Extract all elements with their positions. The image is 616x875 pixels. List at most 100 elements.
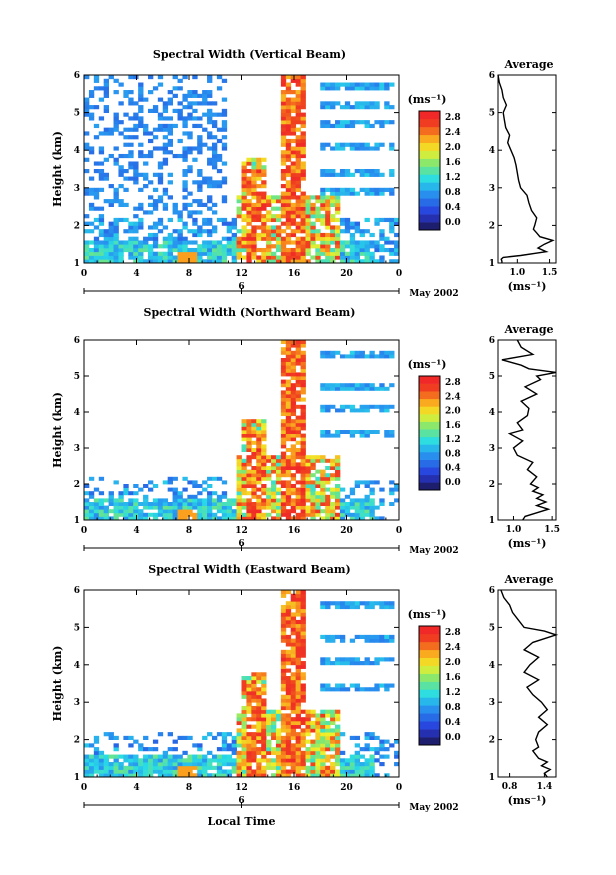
date-axis-label: May 2002 (409, 546, 458, 556)
heatmap-cell (369, 509, 375, 514)
heatmap-cell (162, 754, 169, 759)
heatmap-cell (295, 347, 301, 352)
heatmap-cell (300, 451, 306, 456)
heatmap-cell (98, 773, 105, 778)
heatmap-cell (211, 502, 218, 506)
heatmap-cell (88, 176, 95, 181)
y-tick-label: 5 (74, 109, 80, 119)
heatmap-cell (226, 516, 233, 521)
heatmap-cell (84, 505, 90, 510)
heatmap-cell (280, 469, 287, 474)
heatmap-cell (256, 705, 262, 711)
heatmap-cell (187, 165, 193, 170)
heatmap-cell (290, 169, 297, 174)
heatmap-cell (84, 743, 90, 748)
heatmap-cell (113, 259, 119, 264)
heatmap-cell (295, 161, 301, 166)
heatmap-cell (241, 255, 247, 260)
heatmap-cell (300, 165, 306, 170)
heatmap-cell (162, 516, 169, 521)
heatmap-cell (157, 509, 164, 514)
heatmap-cell (84, 214, 90, 219)
heatmap-cell (197, 754, 203, 759)
heatmap-cell (152, 225, 159, 230)
heatmap-cell (344, 404, 351, 409)
heatmap-cell (162, 505, 169, 510)
heatmap-cell (374, 191, 380, 196)
heatmap-cell (133, 773, 139, 778)
heatmap-cell (349, 255, 356, 260)
heatmap-cell (221, 195, 228, 200)
heatmap-cell (339, 634, 346, 640)
heatmap-cell (256, 184, 262, 189)
heatmap-cell (162, 105, 169, 110)
heatmap-cell (133, 516, 139, 521)
heatmap-cell (300, 259, 306, 264)
heatmap-cell (113, 187, 119, 192)
heatmap-cell (157, 217, 164, 223)
heatmap-cell (389, 480, 395, 485)
heatmap-cell (93, 225, 100, 230)
heatmap-cell (256, 762, 262, 767)
heatmap-cell (241, 444, 247, 449)
heatmap-cell (236, 195, 242, 200)
heatmap-cell (339, 244, 346, 249)
heatmap-cell (211, 150, 218, 155)
heatmap-cell (275, 516, 282, 521)
heatmap-cell (138, 97, 144, 102)
heatmap-cell (300, 214, 306, 219)
heatmap-cell (123, 505, 129, 510)
heatmap-cell (182, 195, 188, 200)
heatmap-cell (266, 455, 272, 460)
heatmap-cell (266, 717, 272, 722)
heatmap-cell (339, 638, 346, 643)
heatmap-cell (251, 214, 257, 219)
heatmap-cell (315, 251, 321, 256)
heatmap-cell (300, 412, 306, 416)
heatmap-cell (300, 750, 306, 755)
heatmap-cell (152, 762, 159, 767)
heatmap-cell (344, 657, 351, 662)
heatmap-cell (394, 754, 400, 759)
colorbar-tick-label: 2.8 (445, 113, 461, 123)
heatmap-cell (162, 123, 169, 129)
y-tick-label: 2 (74, 736, 80, 746)
heatmap-cell (211, 240, 218, 245)
heatmap-cell (280, 358, 287, 362)
heatmap-cell (280, 206, 287, 211)
heatmap-cell (202, 180, 208, 185)
heatmap-cell (88, 516, 95, 521)
heatmap-cell (192, 743, 198, 748)
heatmap-cell (330, 476, 336, 481)
heatmap-cell (128, 101, 134, 106)
heatmap-cell (379, 743, 385, 748)
heatmap-cell (138, 502, 144, 506)
heatmap-cell (285, 694, 292, 699)
heatmap-cell (285, 343, 292, 348)
heatmap-cell (374, 169, 380, 174)
heatmap-cell (197, 184, 203, 189)
heatmap-cell (103, 82, 110, 87)
heatmap-cell (315, 476, 321, 481)
heatmap-cell (216, 505, 223, 510)
heatmap-cell (300, 646, 306, 651)
heatmap-cell (207, 180, 213, 185)
heatmap-cell (241, 512, 247, 517)
heatmap-cell (256, 448, 262, 452)
colorbar-segment (419, 222, 440, 231)
heatmap-cell (113, 480, 119, 485)
heatmap-cell (295, 404, 301, 409)
heatmap-cell (285, 668, 292, 673)
heatmap-cell (113, 765, 119, 770)
heatmap-cell (290, 448, 297, 452)
heatmap-cell (300, 240, 306, 245)
heatmap-cell (256, 458, 262, 463)
heatmap-cell (290, 672, 297, 677)
heatmap-cell (280, 702, 287, 707)
heatmap-cell (290, 214, 297, 219)
heatmap-cell (359, 661, 365, 666)
heatmap-cell (152, 505, 159, 510)
heatmap-cell (143, 765, 149, 770)
heatmap-cell (98, 214, 105, 219)
heatmap-cell (246, 498, 252, 503)
